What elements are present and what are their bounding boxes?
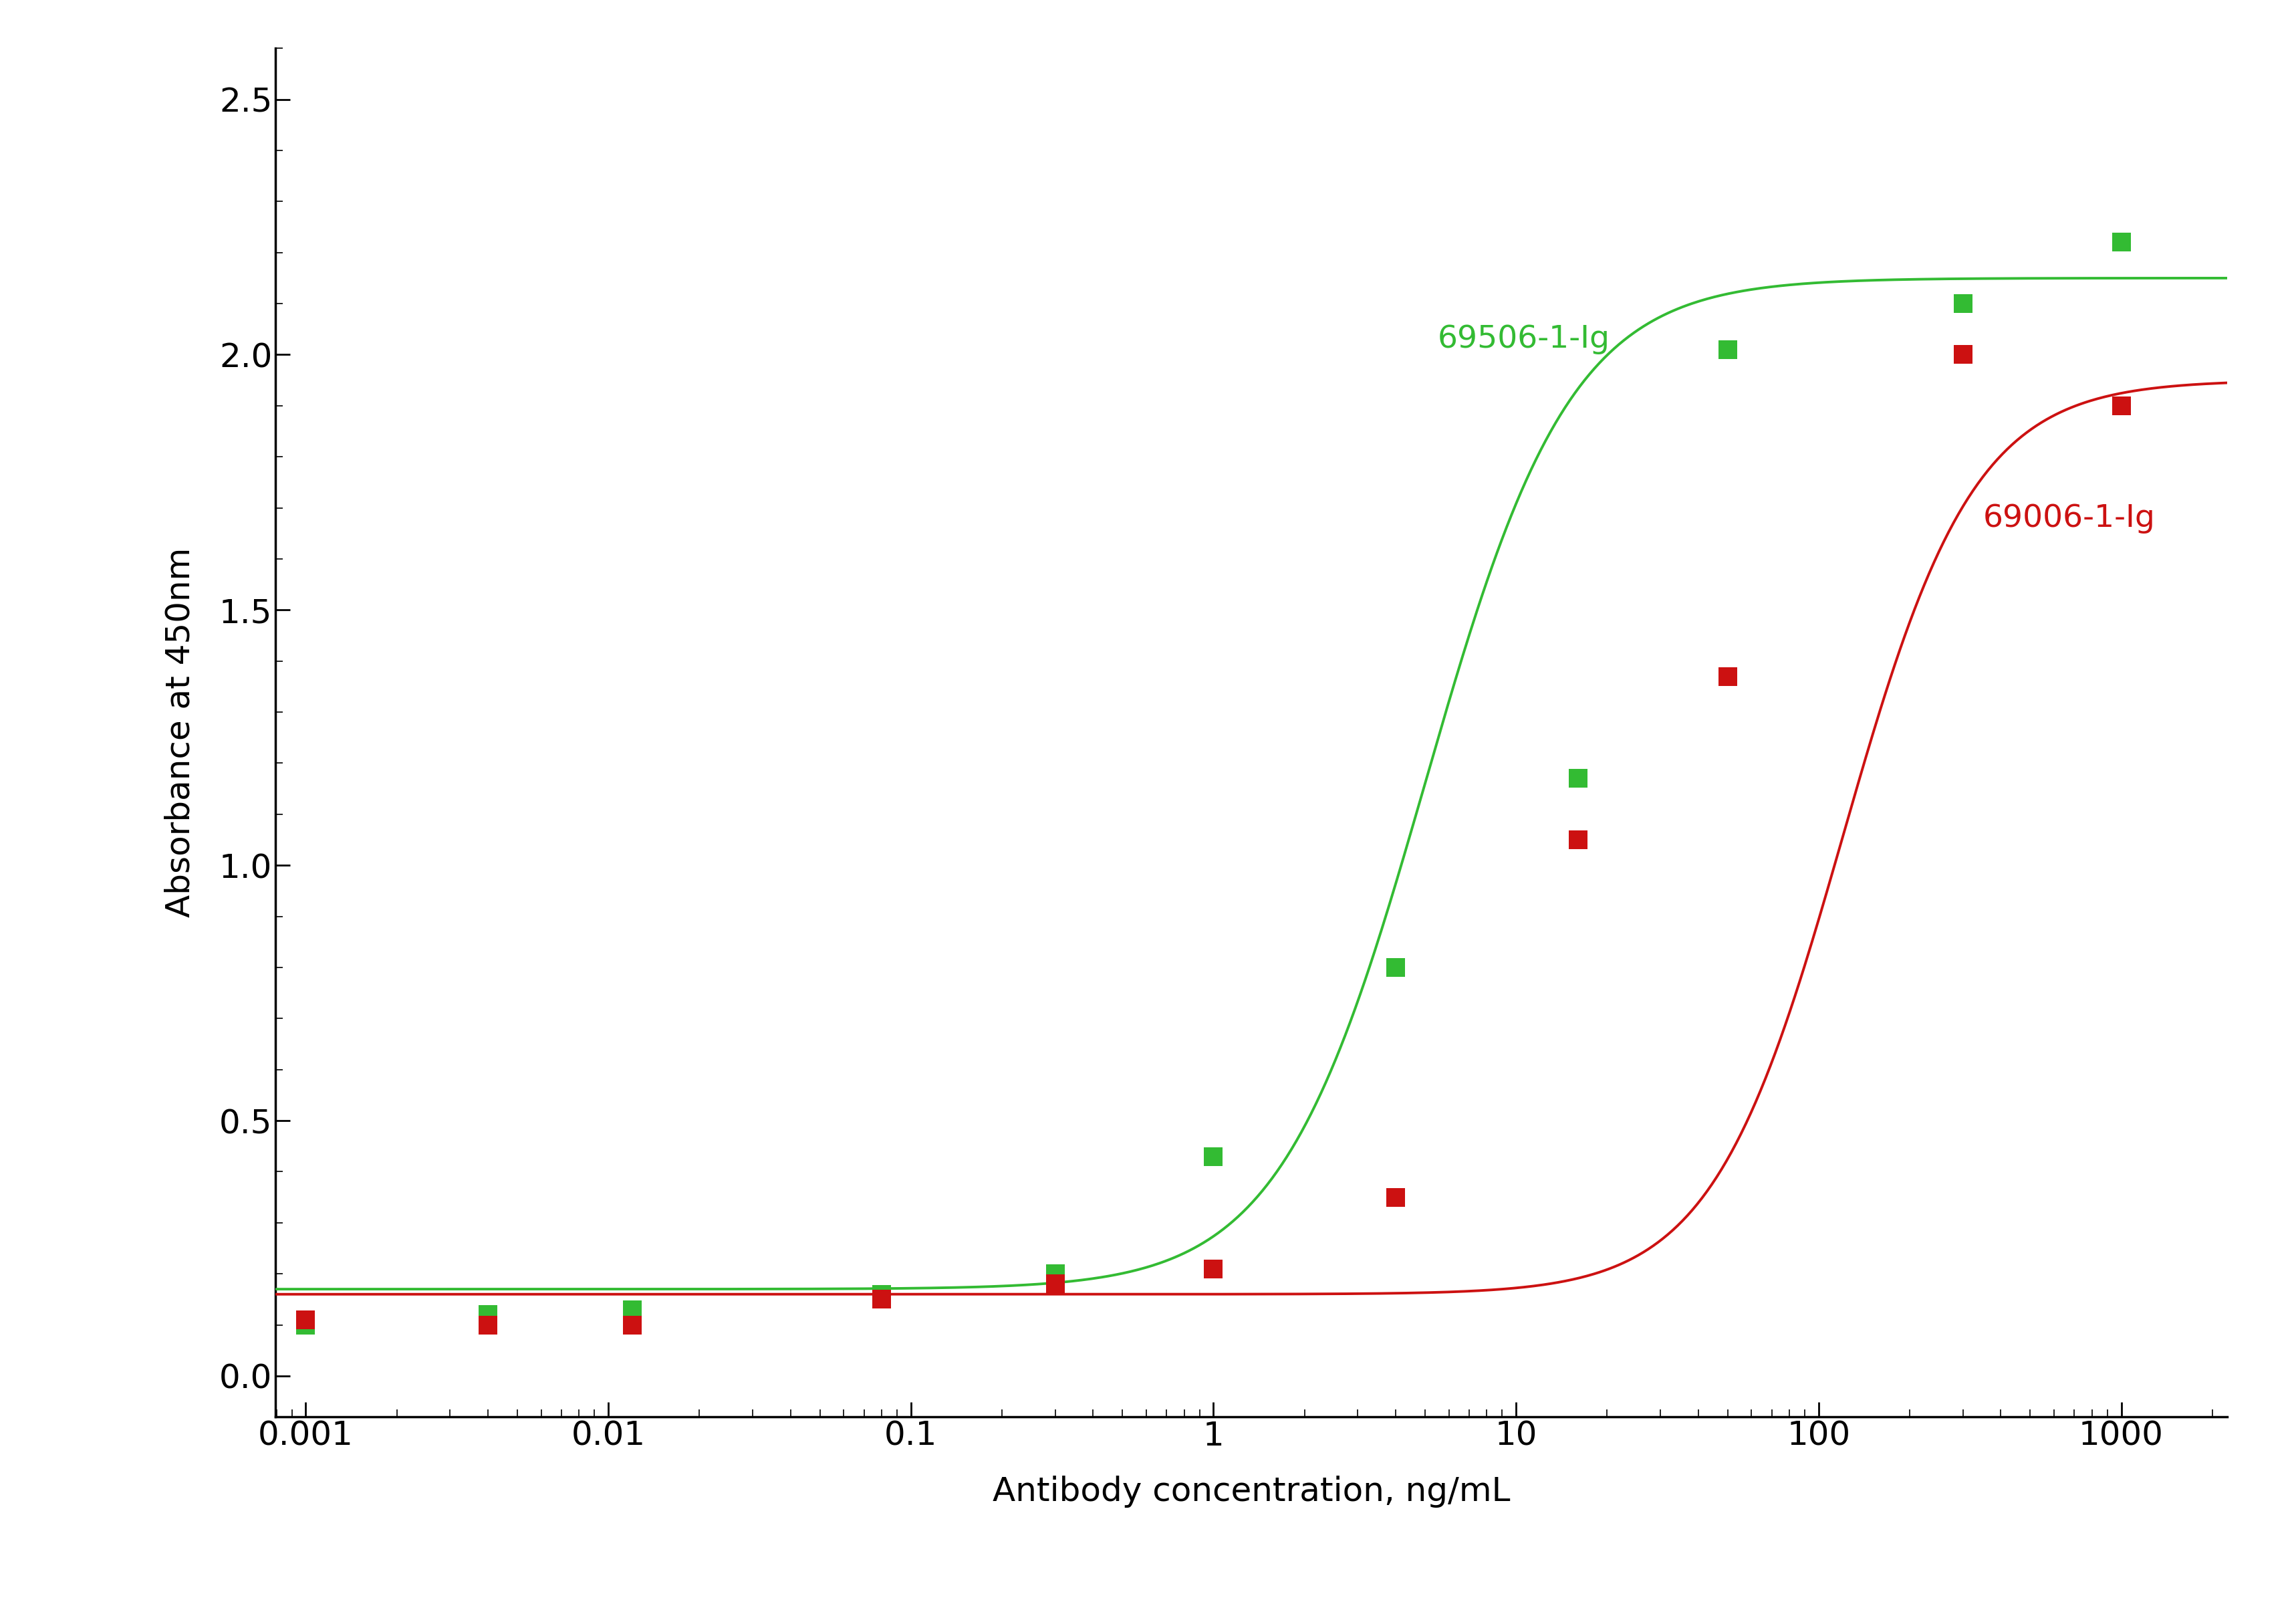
Text: 69006-1-Ig: 69006-1-Ig xyxy=(1984,504,2156,533)
Point xyxy=(287,1312,324,1338)
Point xyxy=(1559,828,1596,853)
Point xyxy=(1945,291,1981,317)
Point xyxy=(613,1296,650,1322)
Point xyxy=(1038,1261,1075,1286)
Point xyxy=(287,1307,324,1333)
Point xyxy=(1559,766,1596,792)
Point xyxy=(613,1312,650,1338)
Point xyxy=(2103,393,2140,419)
Point xyxy=(863,1286,900,1312)
Point xyxy=(1708,336,1745,362)
Text: 69506-1-Ig: 69506-1-Ig xyxy=(1437,325,1609,354)
Point xyxy=(1378,1185,1414,1211)
Point xyxy=(863,1282,900,1307)
Point xyxy=(1945,341,1981,367)
Point xyxy=(1196,1143,1233,1169)
Point xyxy=(2103,230,2140,256)
Point xyxy=(471,1302,507,1328)
Point xyxy=(1378,955,1414,980)
Point xyxy=(471,1312,507,1338)
X-axis label: Antibody concentration, ng/mL: Antibody concentration, ng/mL xyxy=(992,1475,1511,1507)
Point xyxy=(1038,1272,1075,1298)
Point xyxy=(1708,663,1745,689)
Y-axis label: Absorbance at 450nm: Absorbance at 450nm xyxy=(163,547,195,918)
Point xyxy=(1196,1256,1233,1282)
